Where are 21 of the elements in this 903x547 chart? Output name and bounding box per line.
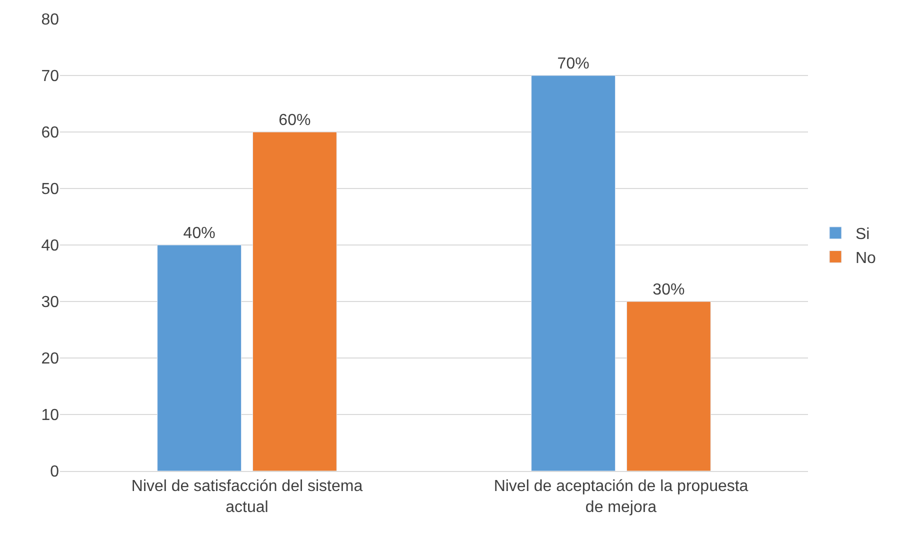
y-tick-label: 40 xyxy=(41,238,60,255)
y-tick-label: 10 xyxy=(41,407,60,424)
x-tick-label: Nivel de satisfacción del sistema actual xyxy=(131,478,363,516)
data-label: 40% xyxy=(183,225,216,242)
y-tick-label: 30 xyxy=(41,294,60,312)
x-tick-label: Nivel de aceptación de la propuesta de mejora xyxy=(494,478,748,516)
data-label: 30% xyxy=(652,282,685,298)
bar xyxy=(157,244,242,471)
y-tick-label: 70 xyxy=(41,68,60,86)
legend-label: No xyxy=(855,250,876,267)
y-tick-label: 60 xyxy=(41,124,60,142)
data-label: 70% xyxy=(557,56,590,72)
y-tick-label: 0 xyxy=(50,464,60,481)
y-tick-label: 50 xyxy=(41,181,60,198)
bar xyxy=(252,132,337,471)
data-label: 60% xyxy=(278,112,311,129)
y-tick-label: 80 xyxy=(41,12,60,29)
bar xyxy=(531,75,616,471)
legend-label: Si xyxy=(855,226,870,244)
y-tick-label: 20 xyxy=(41,350,60,368)
bar xyxy=(626,301,711,471)
